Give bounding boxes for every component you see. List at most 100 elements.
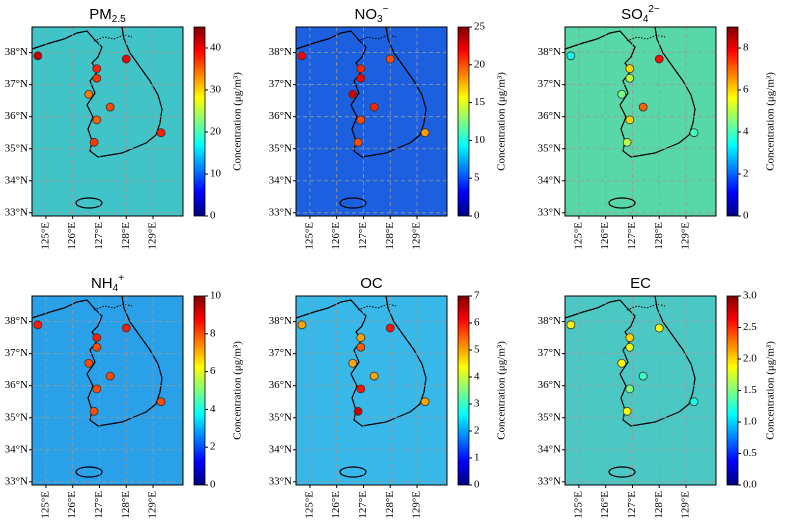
- colorbar-label: Concentration (μg/m³): [232, 341, 244, 440]
- colorbar: [457, 26, 470, 217]
- colorbar-tick-label: 0: [210, 479, 216, 491]
- panel-title: OC: [360, 275, 383, 292]
- colorbar-tick-label: 4: [210, 403, 216, 415]
- site-marker: [356, 384, 366, 394]
- site-marker: [92, 333, 102, 343]
- colorbar: [457, 295, 470, 486]
- x-tick-label: 125°E: [39, 222, 51, 250]
- site-marker: [638, 371, 648, 381]
- y-tick-label: 36°N: [269, 110, 292, 122]
- site-marker: [33, 320, 43, 330]
- colorbar-tick-label: 7: [474, 290, 480, 302]
- y-tick-label: 37°N: [5, 78, 28, 90]
- colorbar-tick-label: 10: [210, 290, 222, 302]
- title-superscript: +: [118, 273, 124, 284]
- x-tick-label: 125°E: [39, 491, 51, 519]
- jeju-outline: [75, 466, 103, 478]
- site-marker: [89, 406, 99, 416]
- y-tick-label: 35°N: [269, 411, 292, 423]
- site-marker: [105, 102, 115, 112]
- site-marker: [654, 323, 664, 333]
- y-tick-label: 37°N: [269, 78, 292, 90]
- title-text: PM: [89, 6, 112, 23]
- y-tick-label: 33°N: [538, 475, 561, 487]
- colorbar-tick-label: 8: [743, 42, 749, 54]
- site-marker: [689, 397, 699, 407]
- title-text: OC: [360, 275, 383, 292]
- colorbar-tick-label: 3.0: [743, 290, 757, 302]
- x-tick-label: 129°E: [680, 491, 692, 519]
- colorbar-tick-label: 30: [210, 84, 222, 96]
- site-marker: [617, 89, 627, 99]
- map-panel: 125°E 126°E 127°E 128°E 129°E 33°N 34°N 35°N 36°…: [269, 275, 508, 519]
- border-line: [357, 34, 397, 42]
- y-tick-label: 36°N: [538, 379, 561, 391]
- map-panel: 125°E 126°E 127°E 128°E 129°E 33°N 34°N 35°N 36°…: [269, 4, 508, 250]
- colorbar-tick-label: 1: [474, 452, 480, 464]
- x-tick-label: 128°E: [120, 491, 132, 519]
- colorbar-tick-label: 4: [743, 126, 749, 138]
- title-subscript: 2.5: [112, 14, 126, 25]
- colorbar-tick-label: 25: [474, 21, 486, 33]
- panel-title: NO3−: [355, 4, 389, 25]
- site-marker: [622, 137, 632, 147]
- x-tick-label: 127°E: [357, 491, 369, 519]
- site-marker: [385, 54, 395, 64]
- x-tick-label: 125°E: [303, 491, 315, 519]
- colorbar-tick-label: 5: [474, 172, 480, 184]
- x-tick-label: 127°E: [626, 222, 638, 250]
- x-tick-label: 126°E: [330, 222, 342, 250]
- site-marker: [92, 342, 102, 352]
- site-marker: [654, 54, 664, 64]
- site-marker: [156, 128, 166, 138]
- site-marker: [625, 64, 635, 74]
- site-marker: [638, 102, 648, 112]
- colorbar-tick-label: 8: [210, 327, 216, 339]
- colorbar-tick-label: 20: [210, 126, 222, 138]
- site-marker: [356, 73, 366, 83]
- colorbar-tick-label: 1.5: [743, 384, 757, 396]
- x-tick-label: 128°E: [653, 491, 665, 519]
- y-tick-label: 36°N: [5, 110, 28, 122]
- x-tick-label: 129°E: [411, 222, 423, 250]
- site-marker: [84, 89, 94, 99]
- panel-title: EC: [630, 275, 651, 292]
- colorbar-label: Concentration (μg/m³): [765, 341, 777, 440]
- title-subscript: 4: [643, 14, 649, 25]
- site-marker: [84, 358, 94, 368]
- site-marker: [356, 333, 366, 343]
- y-tick-label: 36°N: [538, 110, 561, 122]
- map-panel: 125°E 126°E 127°E 128°E 129°E 33°N 34°N 35°N 36°…: [5, 6, 244, 250]
- y-tick-label: 34°N: [538, 174, 561, 186]
- colorbar-tick-label: 0: [474, 210, 480, 222]
- site-marker: [348, 358, 358, 368]
- map-panel: 125°E 126°E 127°E 128°E 129°E 33°N 34°N 35°N 36°…: [538, 4, 777, 250]
- site-marker: [92, 73, 102, 83]
- x-tick-label: 126°E: [66, 222, 78, 250]
- site-marker: [622, 406, 632, 416]
- jeju-outline: [339, 197, 367, 209]
- site-marker: [625, 333, 635, 343]
- y-tick-label: 33°N: [269, 475, 292, 487]
- y-tick-label: 34°N: [269, 174, 292, 186]
- x-tick-label: 127°E: [93, 222, 105, 250]
- x-tick-label: 125°E: [572, 222, 584, 250]
- site-marker: [420, 128, 430, 138]
- colorbar-tick-label: 20: [474, 58, 486, 70]
- x-tick-label: 125°E: [572, 491, 584, 519]
- y-tick-label: 33°N: [538, 206, 561, 218]
- x-tick-label: 126°E: [66, 491, 78, 519]
- colorbar-tick-label: 2.5: [743, 321, 757, 333]
- jeju-outline: [608, 197, 636, 209]
- x-tick-label: 128°E: [384, 491, 396, 519]
- colorbar: [193, 295, 206, 486]
- map-panel: 125°E 126°E 127°E 128°E 129°E 33°N 34°N 35°N 36°…: [5, 273, 244, 519]
- site-marker: [625, 115, 635, 125]
- site-marker: [369, 102, 379, 112]
- map-frame: [564, 295, 717, 486]
- y-tick-label: 34°N: [269, 443, 292, 455]
- site-marker: [156, 397, 166, 407]
- site-marker: [121, 54, 131, 64]
- x-tick-label: 127°E: [626, 491, 638, 519]
- y-tick-label: 35°N: [5, 411, 28, 423]
